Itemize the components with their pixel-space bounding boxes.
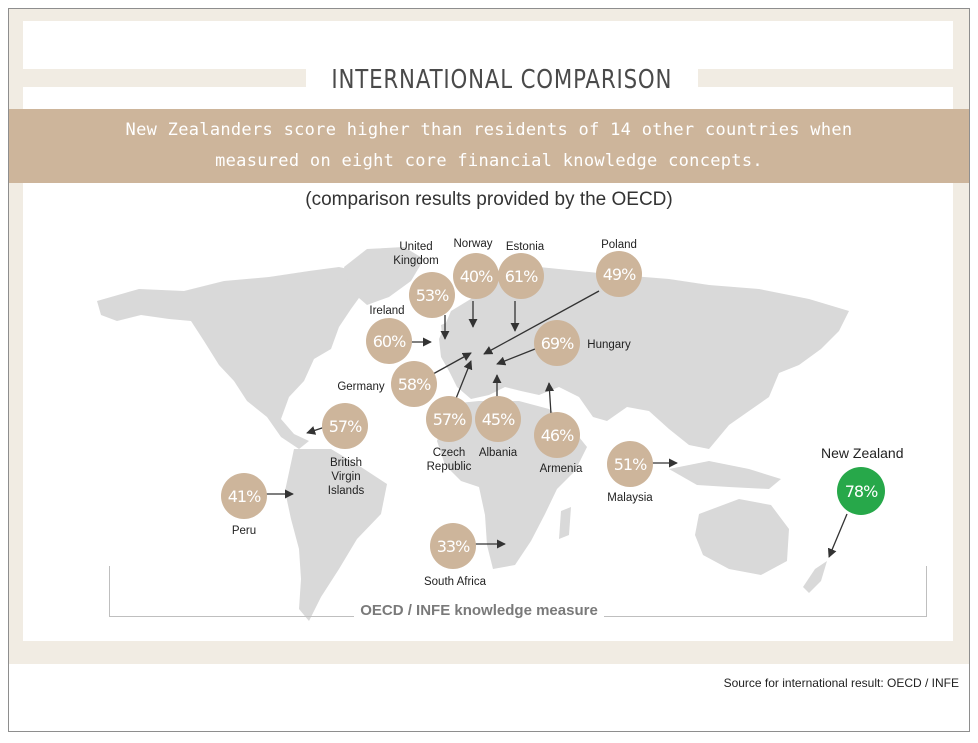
label-armenia: Armenia — [539, 463, 583, 475]
circle-estonia: 61% — [498, 253, 544, 299]
measure-bracket-right — [926, 566, 927, 616]
world-map — [97, 247, 849, 621]
circle-bvi: 57% — [322, 403, 368, 449]
circle-poland: 49% — [596, 251, 642, 297]
north-america-shape — [97, 267, 364, 449]
circle-germany: 58% — [391, 361, 437, 407]
label-uk: United Kingdom — [393, 241, 439, 267]
label-albania: Albania — [478, 447, 518, 459]
measure-bracket-left — [109, 566, 110, 616]
arrow-armenia — [544, 382, 555, 415]
footer-area — [9, 664, 969, 731]
south-america-shape — [285, 449, 387, 621]
arrow-germany — [432, 352, 472, 375]
label-poland: Poland — [601, 239, 637, 251]
madagascar-shape — [559, 507, 571, 539]
greenland-shape — [344, 247, 424, 305]
circle-southafrica: 33% — [430, 523, 476, 569]
circle-new-zealand: 78% — [837, 467, 885, 515]
banner-line-2: measured on eight core financial knowled… — [215, 151, 763, 171]
new-zealand-shape — [803, 561, 827, 593]
circle-peru: 41% — [221, 473, 267, 519]
label-hungary: Hungary — [587, 339, 631, 351]
label-bvi: British Virgin Islands — [327, 457, 365, 497]
infographic-frame: INTERNATIONAL COMPARISON New Zealanders … — [8, 8, 970, 732]
circle-armenia: 46% — [534, 412, 580, 458]
label-malaysia: Malaysia — [607, 492, 653, 504]
title-box: INTERNATIONAL COMPARISON — [306, 59, 698, 101]
circle-uk: 53% — [409, 272, 455, 318]
source-note: Source for international result: OECD / … — [723, 676, 959, 690]
japan-shape — [777, 335, 789, 369]
label-southafrica: South Africa — [423, 576, 486, 588]
arrow-hungary — [496, 348, 536, 366]
page-title: INTERNATIONAL COMPARISON — [331, 65, 673, 95]
label-peru: Peru — [231, 525, 257, 537]
circle-albania: 45% — [475, 396, 521, 442]
label-new-zealand: New Zealand — [821, 445, 904, 461]
australia-shape — [695, 499, 789, 575]
label-germany: Germany — [337, 381, 385, 393]
eurasia-shape — [439, 267, 849, 449]
circle-norway: 40% — [453, 253, 499, 299]
subtitle: (comparison results provided by the OECD… — [305, 189, 673, 210]
circle-hungary: 69% — [534, 320, 580, 366]
circle-czech: 57% — [426, 396, 472, 442]
arrow-nz — [827, 513, 848, 558]
label-ireland: Ireland — [369, 305, 405, 317]
label-estonia: Estonia — [505, 241, 545, 253]
circle-ireland: 60% — [366, 318, 412, 364]
headline-banner: New Zealanders score higher than residen… — [9, 109, 969, 183]
label-norway: Norway — [453, 238, 493, 250]
arrow-czech — [454, 360, 473, 402]
banner-line-1: New Zealanders score higher than residen… — [125, 120, 853, 140]
measure-label: OECD / INFE knowledge measure — [354, 602, 604, 619]
british-isles-shape — [441, 321, 453, 343]
arrow-poland — [483, 290, 600, 355]
southeast-asia-shape — [669, 461, 781, 489]
label-czech: Czech Republic — [426, 447, 472, 473]
circle-malaysia: 51% — [607, 441, 653, 487]
